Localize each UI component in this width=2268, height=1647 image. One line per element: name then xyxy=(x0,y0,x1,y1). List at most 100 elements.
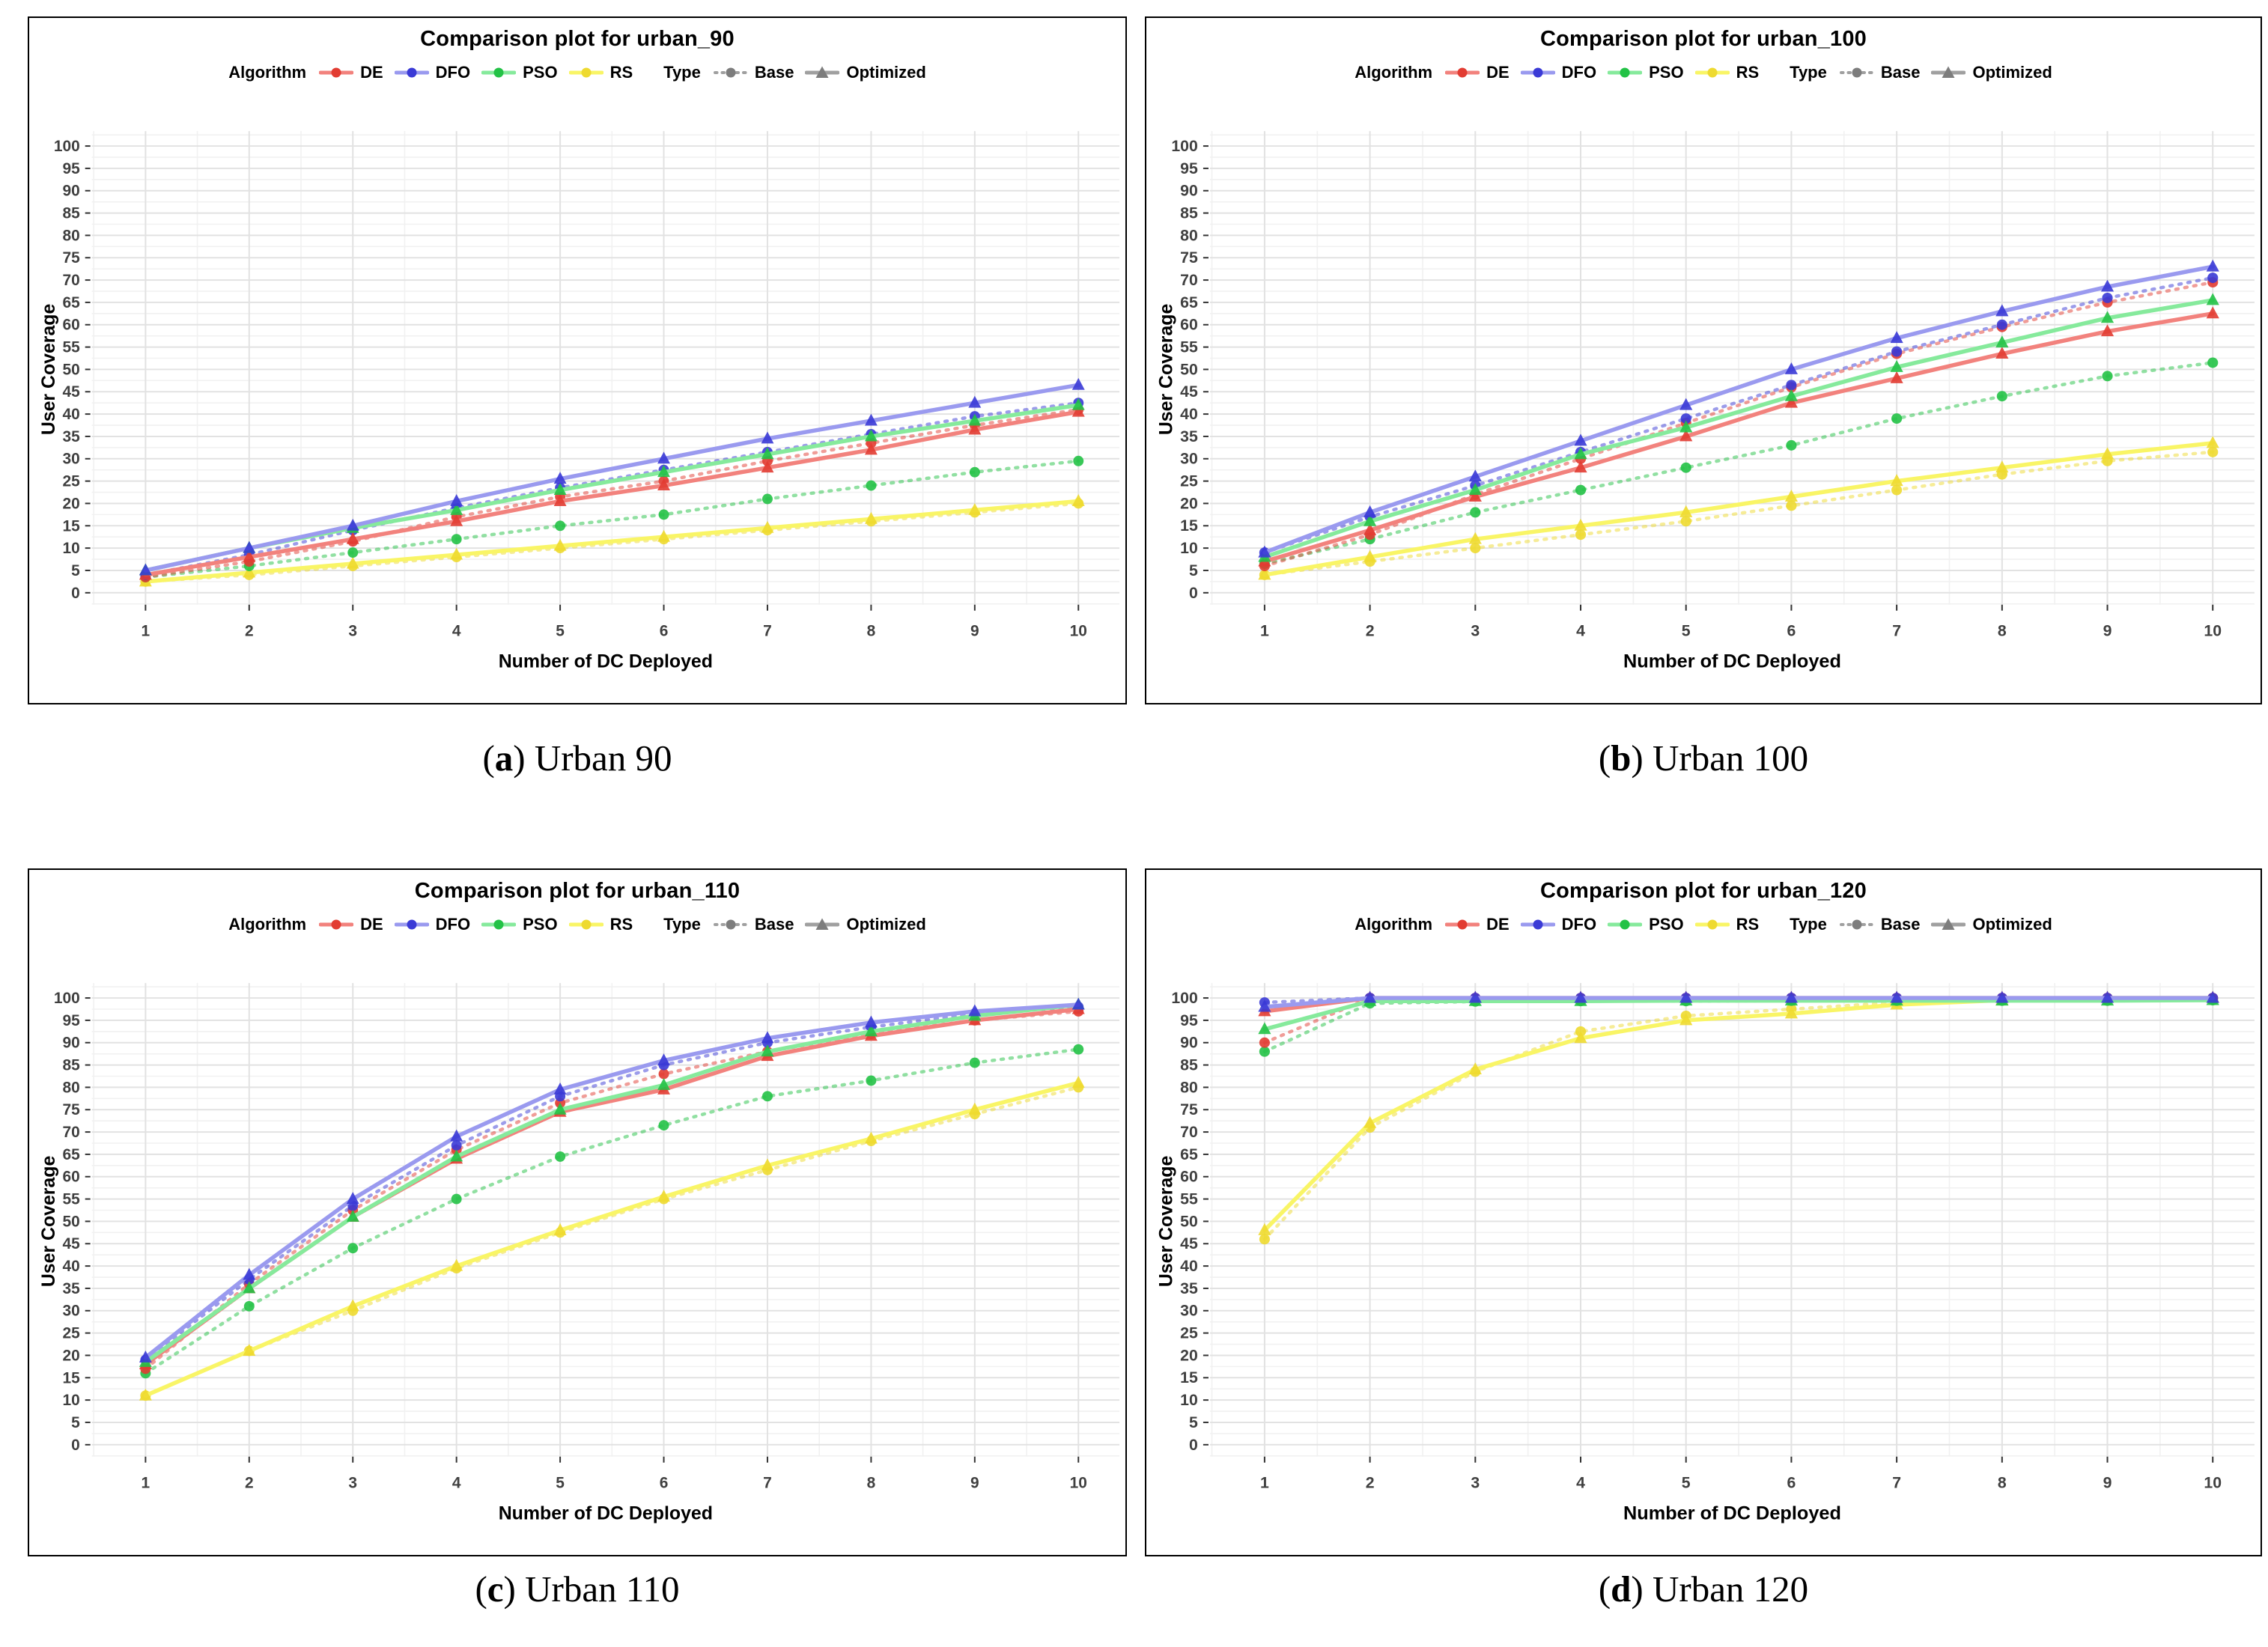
svg-text:95: 95 xyxy=(62,1012,80,1029)
svg-text:55: 55 xyxy=(1180,1191,1198,1208)
svg-text:0: 0 xyxy=(1189,1437,1198,1454)
svg-text:90: 90 xyxy=(62,183,79,200)
panel-title: Comparison plot for urban_110 xyxy=(414,879,741,903)
series-DFO-Base-line xyxy=(144,1005,1080,1362)
svg-text:25: 25 xyxy=(1180,473,1198,490)
svg-text:5: 5 xyxy=(1682,623,1691,640)
svg-text:0: 0 xyxy=(71,585,80,602)
svg-text:45: 45 xyxy=(1180,383,1198,401)
svg-text:10: 10 xyxy=(1070,1475,1087,1492)
svg-text:95: 95 xyxy=(1180,160,1198,177)
svg-text:75: 75 xyxy=(62,1101,80,1118)
svg-text:40: 40 xyxy=(62,1258,79,1275)
caption-letter: a xyxy=(494,737,514,779)
svg-text:7: 7 xyxy=(1892,623,1901,640)
caption-close: ) xyxy=(513,737,526,779)
svg-text:5: 5 xyxy=(71,1414,80,1431)
chart-urban-120: 0510152025303540455055606570758085909510… xyxy=(1155,983,2255,1523)
svg-text:15: 15 xyxy=(1180,1369,1198,1386)
legend-item-label: Base xyxy=(1880,915,1921,934)
series-DFO-Optimized-markers xyxy=(139,997,1085,1363)
gridlines xyxy=(1210,983,2255,1457)
svg-text:4: 4 xyxy=(1576,623,1585,640)
svg-text:35: 35 xyxy=(1180,1280,1198,1297)
legend-item-label: RS xyxy=(1736,63,1760,82)
base-line-icon xyxy=(1839,67,1874,78)
svg-text:0: 0 xyxy=(71,1437,80,1454)
legend-item-optimized: Optimized xyxy=(1931,63,2052,82)
caption-open: ( xyxy=(1598,1568,1611,1610)
algorithm-line-icon xyxy=(481,919,517,930)
svg-text:1: 1 xyxy=(142,1475,151,1492)
algorithm-line-icon xyxy=(1520,67,1555,78)
x-axis-tick-labels: 1 2 3 4 5 6 7 8 9 10 xyxy=(1260,1475,2222,1492)
svg-text:50: 50 xyxy=(62,1213,79,1230)
legend-item-pso: PSO xyxy=(1608,63,1684,82)
svg-text:30: 30 xyxy=(1180,1303,1198,1320)
svg-text:35: 35 xyxy=(62,1280,80,1297)
svg-text:5: 5 xyxy=(556,623,565,640)
y-axis-title: User Coverage xyxy=(38,1156,59,1287)
series-RS-Optimized-markers xyxy=(139,494,1085,587)
y-axis-tick-labels: 0 5 10 15 20 25 30 35 40 45 50 55 60 65 70 75 80 85 90 95 10… xyxy=(1171,138,1198,602)
caption-open: ( xyxy=(475,1568,487,1610)
svg-text:100: 100 xyxy=(1171,138,1197,155)
legend-item-base: Base xyxy=(713,915,794,934)
svg-text:80: 80 xyxy=(62,1079,79,1096)
svg-text:8: 8 xyxy=(1998,623,2007,640)
series-DFO-Optimized-markers xyxy=(1258,990,2219,1012)
gridlines xyxy=(91,983,1120,1457)
algorithm-line-icon xyxy=(568,67,604,78)
svg-text:95: 95 xyxy=(62,160,80,177)
svg-text:40: 40 xyxy=(1180,406,1198,423)
series-PSO-Base-markers xyxy=(140,455,1084,582)
legend-item-dfo: DFO xyxy=(1520,63,1597,82)
series-RS-Optimized-markers xyxy=(1258,436,2219,580)
svg-text:7: 7 xyxy=(1892,1475,1901,1492)
legend-item-pso: PSO xyxy=(1608,915,1684,934)
legend-item-label: DFO xyxy=(1561,915,1597,934)
base-line-icon xyxy=(1839,919,1874,930)
series-PSO-Base-line xyxy=(144,1047,1080,1375)
svg-text:85: 85 xyxy=(62,205,80,222)
svg-text:2: 2 xyxy=(1366,1475,1375,1492)
algorithm-line-icon xyxy=(319,919,354,930)
legend-item-label: Optimized xyxy=(846,915,926,934)
series-RS-Base-line xyxy=(144,1086,1080,1398)
series-RS-Optimized-line xyxy=(1262,441,2216,577)
series-DFO-Base-line xyxy=(1262,275,2215,555)
svg-text:8: 8 xyxy=(867,623,876,640)
legend-item-label: PSO xyxy=(1649,915,1684,934)
legend-item-label: DFO xyxy=(1561,63,1597,82)
legend-item-de: DE xyxy=(319,63,383,82)
caption-a: (a) Urban 90 xyxy=(28,737,1127,779)
caption-close: ) xyxy=(503,1568,516,1610)
y-axis-tick-labels: 0 5 10 15 20 25 30 35 40 45 50 55 60 65 70 75 80 85 90 95 10… xyxy=(54,138,80,602)
svg-text:80: 80 xyxy=(1180,228,1198,245)
svg-text:6: 6 xyxy=(1787,1475,1796,1492)
svg-text:30: 30 xyxy=(62,1303,79,1320)
svg-text:65: 65 xyxy=(62,294,80,311)
svg-text:8: 8 xyxy=(867,1475,876,1492)
svg-text:3: 3 xyxy=(348,623,357,640)
svg-text:50: 50 xyxy=(1180,362,1198,379)
svg-text:7: 7 xyxy=(763,1475,772,1492)
caption-letter: c xyxy=(487,1568,504,1610)
series-DFO-Optimized-line xyxy=(143,383,1080,573)
svg-text:8: 8 xyxy=(1998,1475,2007,1492)
svg-text:9: 9 xyxy=(970,623,979,640)
legend-item-label: DE xyxy=(1486,63,1510,82)
legend-item-dfo: DFO xyxy=(394,63,470,82)
panel-title: Comparison plot for urban_90 xyxy=(420,27,735,51)
legend-item-dfo: DFO xyxy=(1520,915,1597,934)
legend-item-label: RS xyxy=(1736,915,1760,934)
legend-type-label: Type xyxy=(1790,63,1827,82)
svg-text:9: 9 xyxy=(2103,623,2112,640)
legend-item-de: DE xyxy=(319,915,383,934)
svg-text:10: 10 xyxy=(1070,623,1087,640)
gridlines xyxy=(91,131,1120,605)
x-axis-tick-labels: 1 2 3 4 5 6 7 8 9 10 xyxy=(1260,623,2222,640)
series-DFO-Optimized-markers xyxy=(1258,259,2219,558)
series-DFO-Base-line xyxy=(144,401,1080,577)
legend-item-label: RS xyxy=(609,915,633,934)
